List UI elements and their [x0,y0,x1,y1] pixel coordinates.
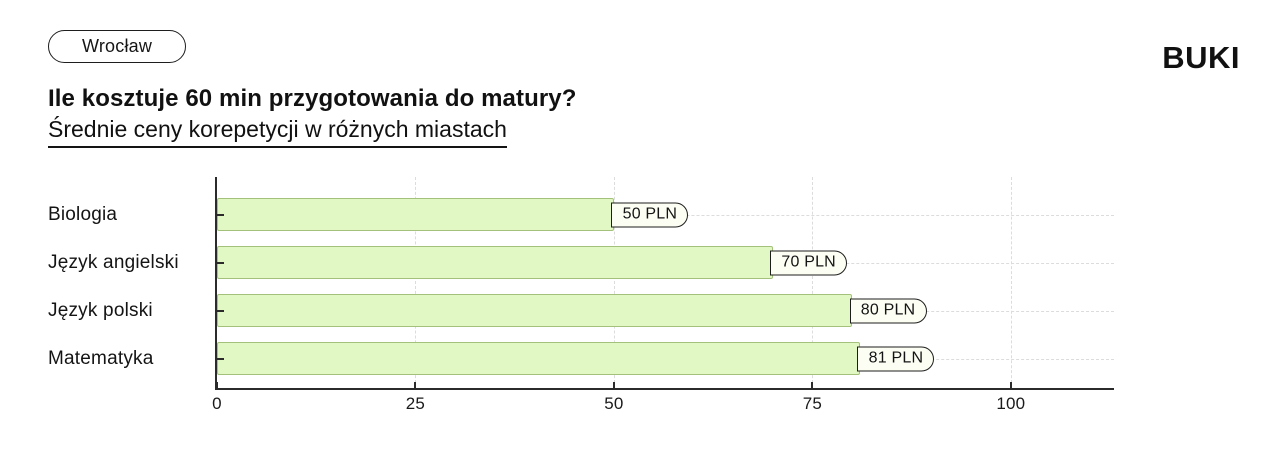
y-axis-line [215,177,217,390]
y-axis-tick [217,309,224,312]
x-axis-line [215,388,1114,390]
y-axis-tick [217,357,224,360]
gridline-vertical [415,177,417,388]
plot-area: 50 PLN 70 PLN 80 PLN 81 PLN [215,177,1114,390]
bar-value-pill: 80 PLN [849,298,927,323]
category-label: Biologia [48,203,118,225]
x-axis-tick-labels: 0 25 50 75 100 [212,394,1114,418]
chart-subtitle: Średnie ceny korepetycji w różnych miast… [48,116,507,148]
x-axis-tick [1009,382,1012,388]
buki-logo: BUKI [1162,40,1240,75]
x-axis-tick [811,382,814,388]
x-tick-label: 100 [996,394,1026,413]
bar-value-pill: 50 PLN [611,202,689,227]
gridline-vertical [613,177,615,388]
city-badge-label: Wrocław [82,36,153,56]
gridline-vertical [1010,177,1012,388]
y-axis-tick [217,261,224,264]
bar: 81 PLN [217,342,935,375]
city-badge: Wrocław [48,30,187,63]
gridline-vertical [812,177,814,388]
x-axis-tick [612,382,615,388]
category-label: Matematyka [48,347,154,369]
bar: 80 PLN [217,294,927,327]
chart-title: Ile kosztuje 60 min przygotowania do mat… [48,85,577,112]
bar-value-pill: 81 PLN [857,346,935,371]
x-tick-label: 50 [604,394,624,413]
x-axis-tick [414,382,417,388]
category-axis-labels: Biologia Język angielski Język polski Matem… [48,177,213,388]
category-label: Język angielski [48,251,179,273]
bar-value-pill: 70 PLN [770,250,848,275]
y-axis-tick [217,213,224,216]
category-label: Język polski [48,299,153,321]
x-axis-tick [216,382,218,388]
x-tick-label: 0 [212,394,222,413]
x-tick-label: 75 [802,394,822,413]
bar: 50 PLN [217,198,689,231]
bar: 70 PLN [217,246,848,279]
x-tick-label: 25 [405,394,426,413]
